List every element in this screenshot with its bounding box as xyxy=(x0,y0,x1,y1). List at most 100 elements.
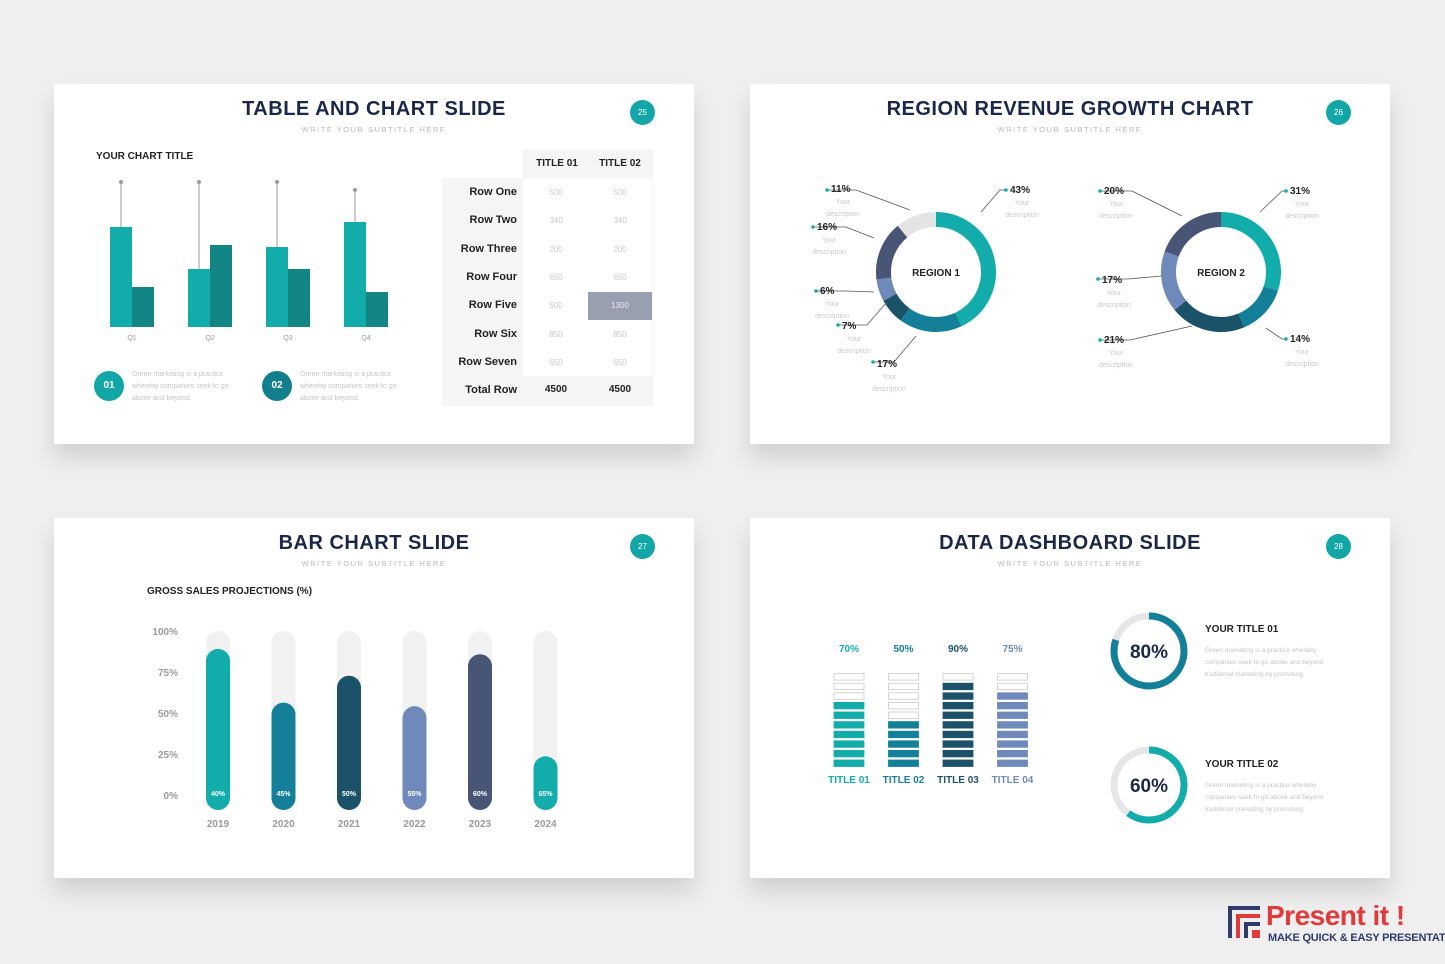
slice-description-line: description xyxy=(1285,361,1319,368)
note-number-badge: 02 xyxy=(262,371,292,401)
bar xyxy=(288,269,310,327)
x-tick-label: Q4 xyxy=(361,335,370,342)
bar-data-label: 60% xyxy=(473,791,488,798)
donut-slice xyxy=(1220,212,1281,291)
bar-percent-label: 50% xyxy=(893,644,913,655)
y-tick-label: 75% xyxy=(158,668,178,679)
table-total-label: Total Row xyxy=(465,384,517,397)
slice-description-line: description xyxy=(1099,362,1133,369)
level-segment xyxy=(888,673,919,681)
table-cell: 340 xyxy=(549,216,563,226)
table-cell: 340 xyxy=(613,216,627,226)
kpi-ring-progress xyxy=(1110,746,1188,824)
leader-dot xyxy=(1098,189,1102,193)
leader-dot xyxy=(1284,337,1288,341)
slice-description: Your description xyxy=(1285,349,1319,368)
kpi-title: YOUR TITLE 01 xyxy=(1205,624,1279,635)
bar xyxy=(468,654,492,810)
level-segment xyxy=(942,740,974,748)
level-segment xyxy=(942,711,974,719)
slice-percent-label: 6% xyxy=(820,286,835,297)
slice-description-line: Your xyxy=(1109,201,1124,208)
level-segment xyxy=(888,759,919,767)
slide-title: REGION REVENUE GROWTH CHART xyxy=(886,98,1254,120)
page-number-badge: 28 xyxy=(1326,534,1351,559)
bar-data-label: 40% xyxy=(211,791,226,798)
x-tick-label: 2019 xyxy=(207,819,230,830)
y-tick-label: 0% xyxy=(164,791,179,802)
note-text: Green marketing is a practice whereby co… xyxy=(132,371,229,402)
bar xyxy=(188,269,210,327)
kpi-value: 80% xyxy=(1130,642,1168,663)
table-cell: 200 xyxy=(549,244,563,254)
level-segment xyxy=(833,740,865,748)
level-segment xyxy=(888,721,919,729)
kpi-text: Green marketing is a practice whereby co… xyxy=(1205,782,1324,813)
bar xyxy=(533,756,558,810)
level-segment xyxy=(833,673,865,681)
slice-percent-label: 17% xyxy=(877,359,897,370)
bar-chart: Q1 Q2 Q3 Q4 xyxy=(110,180,388,342)
slice-description-line: Your xyxy=(836,199,851,206)
bar-data-label: 45% xyxy=(276,791,291,798)
level-segment xyxy=(997,749,1028,758)
donut-slice xyxy=(935,212,996,327)
slice-description-line: description xyxy=(1285,213,1319,220)
leader-dot xyxy=(1096,277,1100,281)
leader-line xyxy=(1098,275,1163,280)
leader-dot xyxy=(1284,189,1288,193)
slice-description-line: Your xyxy=(882,374,897,381)
x-tick-label: 2022 xyxy=(403,819,426,830)
donut-slice xyxy=(900,308,962,332)
slide-bar-chart: BAR CHART SLIDE WRITE YOUR SUBTITLE HERE… xyxy=(54,518,694,878)
donut-slice xyxy=(876,277,897,301)
bar xyxy=(271,702,296,810)
leader-dot xyxy=(871,360,875,364)
slice-description-line: description xyxy=(1005,212,1039,219)
bar-percent-label: 90% xyxy=(948,644,968,655)
table-row-label: Row Two xyxy=(469,214,517,227)
level-segment xyxy=(942,749,974,758)
slide-subtitle: WRITE YOUR SUBTITLE HERE xyxy=(997,559,1143,568)
kpi-ring-progress xyxy=(1110,612,1188,690)
y-tick-label: 100% xyxy=(152,627,178,638)
leader-line xyxy=(1100,190,1183,217)
slice-percent-label: 14% xyxy=(1290,334,1310,345)
level-segment xyxy=(833,759,865,767)
bar-data-label: 50% xyxy=(342,791,357,798)
leader-line xyxy=(816,290,875,293)
table-row-label: Row Six xyxy=(474,327,517,340)
slice-description: Your description xyxy=(1099,350,1133,369)
donut-slice xyxy=(897,212,937,238)
x-tick-label: Q2 xyxy=(205,335,214,342)
slide-title: BAR CHART SLIDE xyxy=(278,532,470,554)
table-total-cell: 4500 xyxy=(608,384,632,396)
level-segment xyxy=(833,711,865,719)
level-segment xyxy=(997,759,1028,767)
donut-slice xyxy=(1164,212,1222,257)
bar xyxy=(110,227,132,327)
slice-description-line: Your xyxy=(1295,201,1310,208)
table-cell: 650 xyxy=(613,272,627,282)
slice-percent-label: 11% xyxy=(831,184,851,195)
slice-description: Your description xyxy=(872,374,906,393)
slide-region-revenue: REGION REVENUE GROWTH CHART WRITE YOUR S… xyxy=(750,84,1390,444)
slice-description-line: description xyxy=(815,313,849,320)
column-header: TITLE 01 xyxy=(536,158,578,169)
bar xyxy=(266,247,288,327)
slice-description-line: description xyxy=(812,249,846,256)
level-segment xyxy=(997,673,1028,681)
leader-line xyxy=(813,226,875,239)
x-tick-label: TITLE 01 xyxy=(828,775,870,786)
level-segment xyxy=(997,721,1028,729)
bar xyxy=(132,287,154,327)
x-tick-label: 2024 xyxy=(534,819,557,830)
bar-percent-label: 75% xyxy=(1002,644,1022,655)
level-segment xyxy=(833,730,865,739)
x-tick-label: Q3 xyxy=(283,335,292,342)
level-segment xyxy=(888,711,919,719)
note-number-badge: 01 xyxy=(94,371,124,401)
level-segment xyxy=(997,740,1028,748)
bar-percent-label: 70% xyxy=(839,644,859,655)
slice-percent-label: 7% xyxy=(842,321,857,332)
